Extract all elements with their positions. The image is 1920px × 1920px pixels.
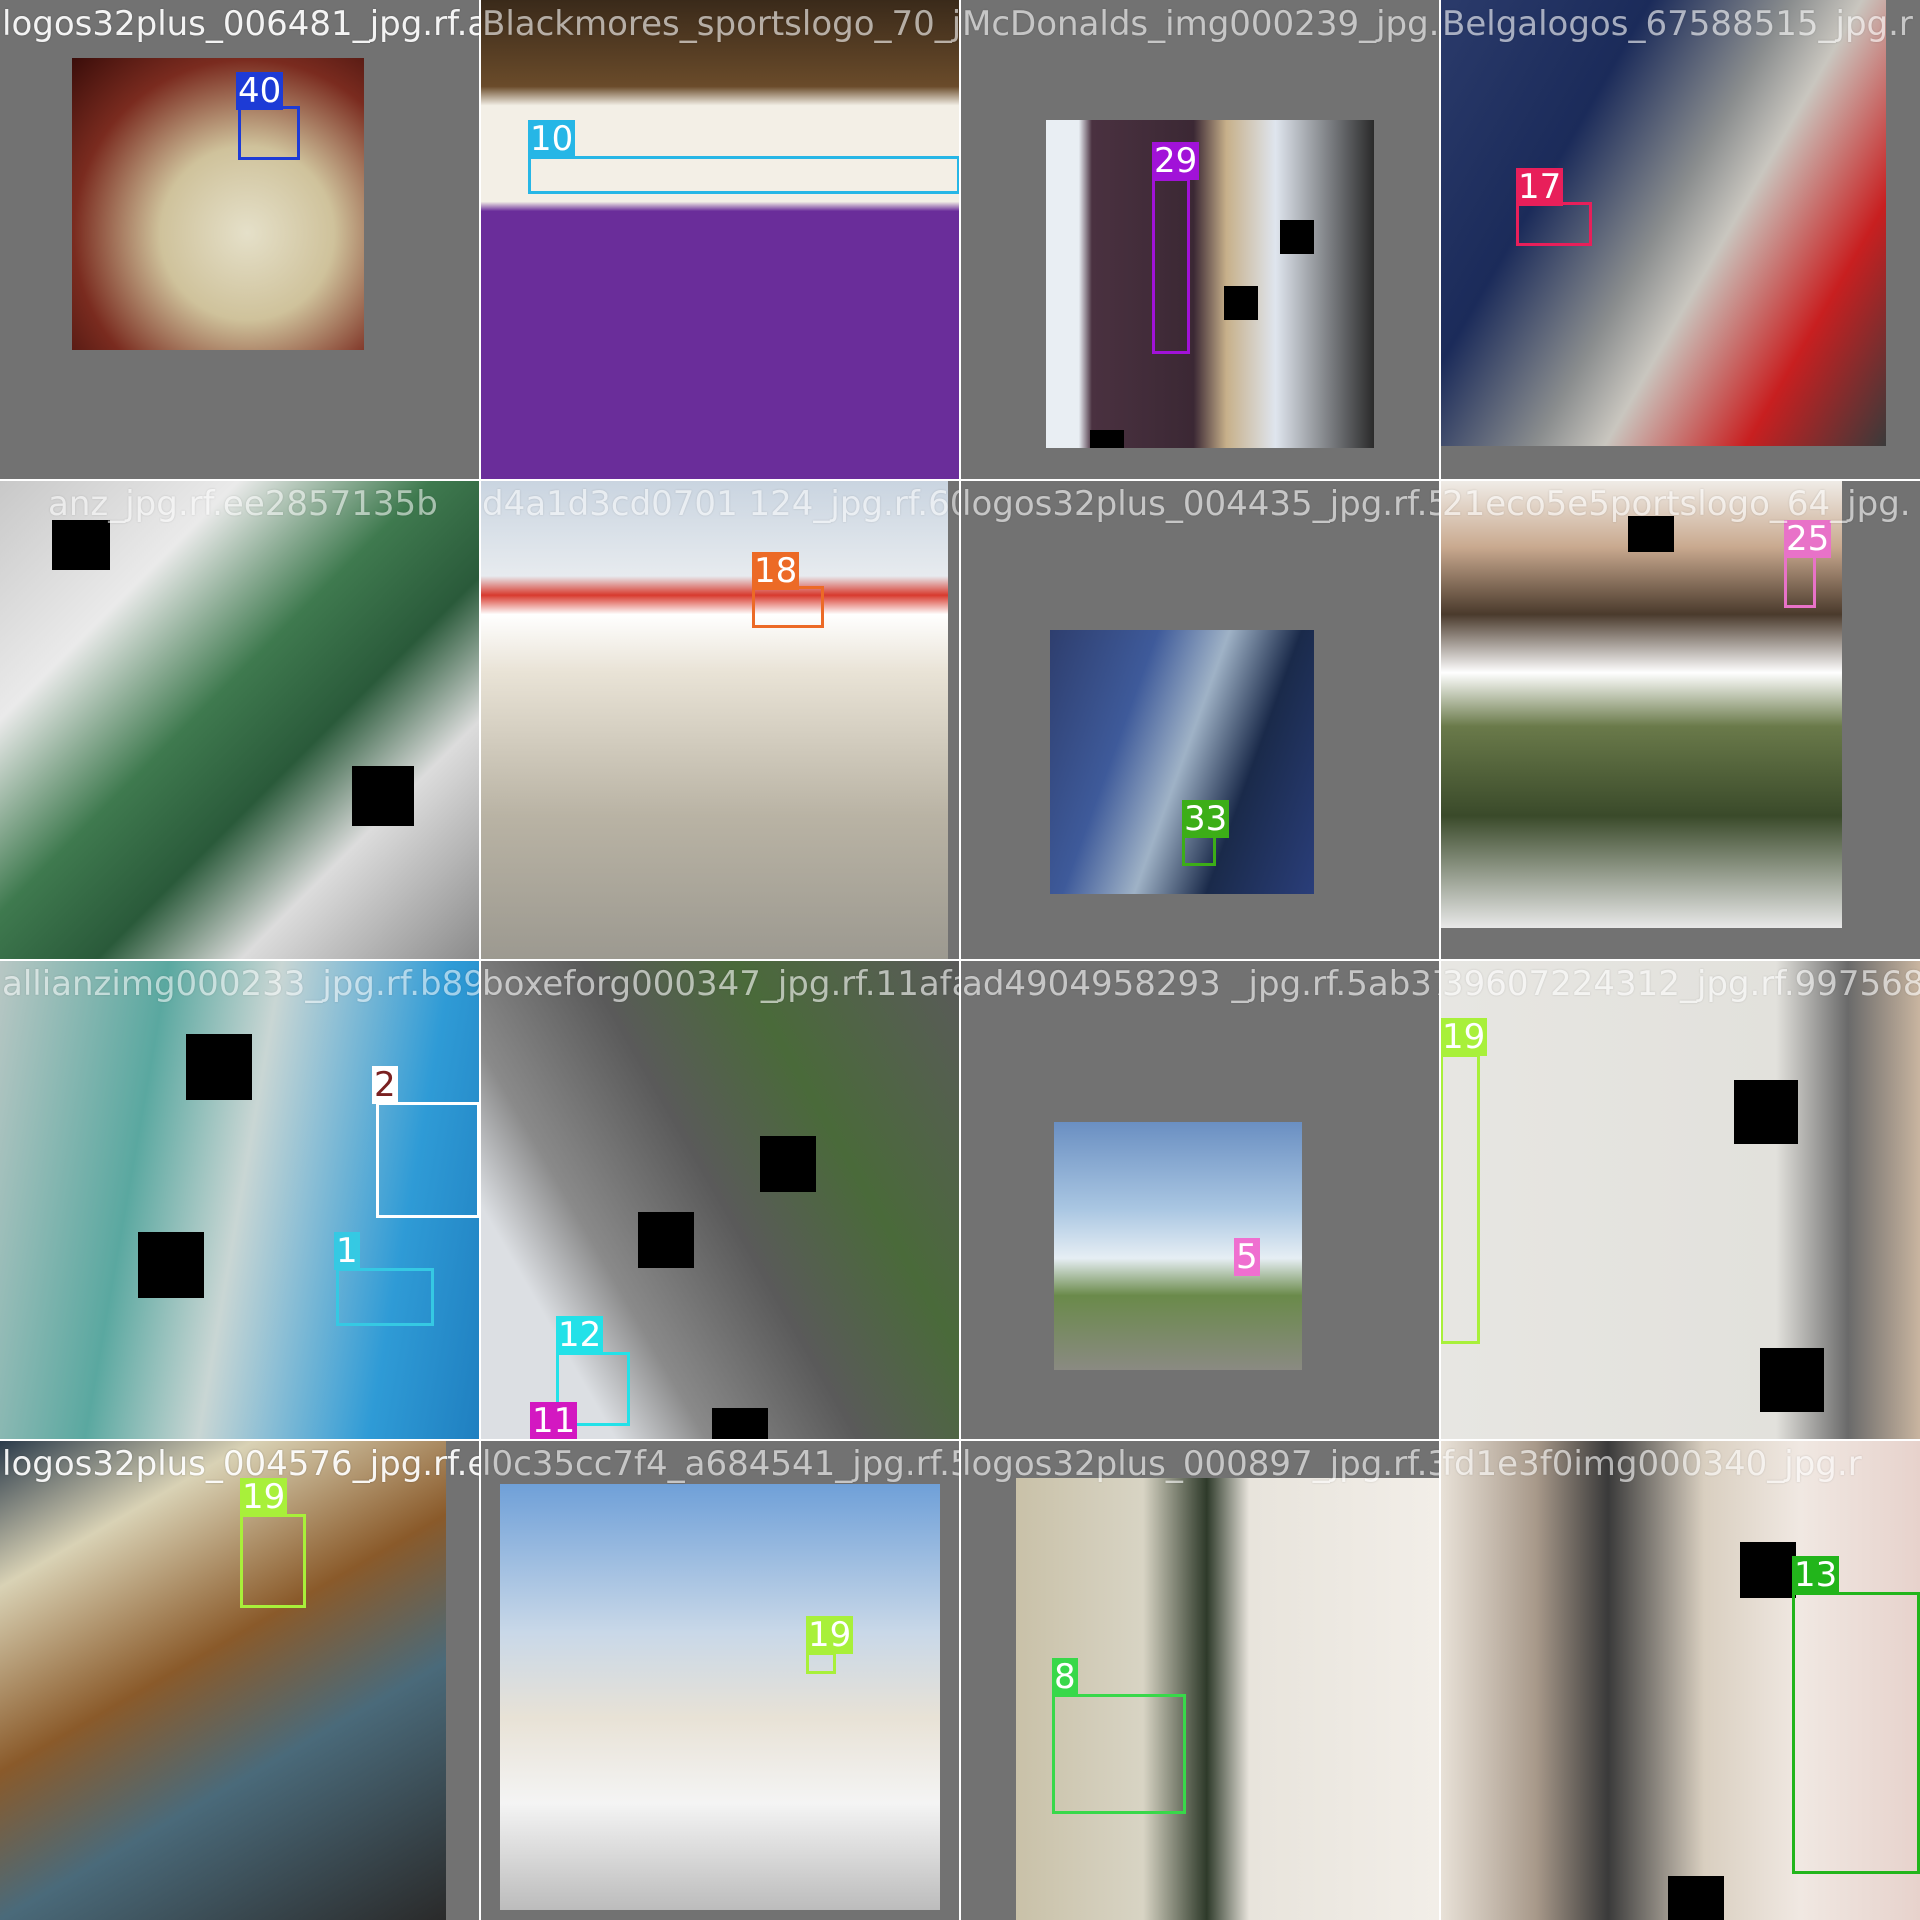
detection-label: 12	[556, 1315, 604, 1355]
tile-16: 13 fd1e3f0img000340_jpg.r	[1440, 1440, 1920, 1920]
mask	[1090, 430, 1124, 448]
detection-box	[376, 1102, 480, 1218]
detection-label: 40	[236, 71, 284, 111]
detection-box	[1792, 1592, 1920, 1874]
detection-label: 11	[530, 1401, 578, 1440]
file-name: anz_jpg.rf.ee2857135b	[48, 484, 438, 524]
tile-6: 18 d4a1d3cd0701 124_jpg.rf.60	[480, 480, 960, 960]
baby-bottle-photo	[1016, 1478, 1440, 1920]
grid-separator	[0, 479, 1920, 481]
mcdonalds-sign-photo	[1046, 120, 1374, 448]
tile-3: 29 McDonalds_img000239_jpg.rf.	[960, 0, 1440, 480]
detection-label: 33	[1182, 799, 1230, 839]
detection-label: 17	[1516, 167, 1564, 207]
street-building-photo	[480, 960, 960, 1440]
vitamin-box-photo	[480, 0, 960, 480]
mask	[1628, 516, 1674, 552]
tile-14: 19 l0c35cc7f4_a684541_jpg.rf.5	[480, 1440, 960, 1920]
file-name: McDonalds_img000239_jpg.rf.	[962, 4, 1440, 44]
tile-2: 10 Blackmores_sportslogo_70_jpg.rf.	[480, 0, 960, 480]
file-name: Belgalogos_67588515_jpg.r	[1442, 4, 1913, 44]
file-name: ad4904958293 _jpg.rf.5ab37	[962, 964, 1440, 1004]
detection-box	[528, 156, 960, 194]
mask	[638, 1212, 694, 1268]
tile-13: 19 logos32plus_004576_jpg.rf.e	[0, 1440, 480, 1920]
tile-8: 25 21eco5e5portslogo_64_jpg.	[1440, 480, 1920, 960]
mask	[1760, 1348, 1824, 1412]
detection-box	[1052, 1694, 1186, 1814]
detection-box	[336, 1268, 434, 1326]
detection-label: 2	[372, 1065, 398, 1105]
detection-box	[238, 106, 300, 160]
mask	[712, 1408, 768, 1440]
food-plate-photo	[72, 58, 364, 350]
file-name: d4a1d3cd0701 124_jpg.rf.60	[482, 484, 960, 524]
detection-label: 19	[806, 1615, 854, 1655]
file-name: logos32plus_006481_jpg.rf.a	[2, 4, 480, 44]
detection-box	[1152, 178, 1190, 354]
detection-label: 18	[752, 551, 800, 591]
mask	[760, 1136, 816, 1192]
mask	[1668, 1876, 1724, 1920]
soccer-players-photo	[1440, 0, 1886, 446]
detection-box	[752, 586, 824, 628]
gas-station-photo	[480, 480, 948, 960]
mask	[138, 1232, 204, 1298]
grid-separator	[0, 1439, 1920, 1441]
self-driving-car-photo	[500, 1484, 940, 1910]
mask	[186, 1034, 252, 1100]
tile-1: 40 logos32plus_006481_jpg.rf.a	[0, 0, 480, 480]
interior-wall-photo	[1440, 960, 1920, 1440]
detection-box	[806, 1652, 836, 1674]
detection-label: 13	[1792, 1555, 1840, 1595]
tile-11: 5 ad4904958293 _jpg.rf.5ab37	[960, 960, 1440, 1440]
detection-box	[1440, 1054, 1480, 1344]
detection-label: 19	[1440, 1017, 1488, 1057]
detection-label: 25	[1784, 519, 1832, 559]
detection-label: 5	[1234, 1237, 1260, 1277]
detection-box	[1784, 554, 1816, 608]
detection-box	[1516, 202, 1592, 246]
file-name: Blackmores_sportslogo_70_jpg.rf.	[482, 4, 960, 44]
tile-12: 19 39607224312_jpg.rf.9975680	[1440, 960, 1920, 1440]
file-name: allianzimg000233_jpg.rf.b89	[2, 964, 480, 1004]
mask	[1740, 1542, 1796, 1598]
file-name: 21eco5e5portslogo_64_jpg.	[1442, 484, 1911, 524]
sports-car-photo	[1054, 1122, 1302, 1370]
file-name: boxeforg000347_jpg.rf.11afa	[482, 964, 960, 1004]
tile-5: anz_jpg.rf.ee2857135b	[0, 480, 480, 960]
detection-label: 8	[1052, 1657, 1078, 1697]
file-name: logos32plus_004576_jpg.rf.e	[2, 1444, 480, 1484]
burger-king-interior-photo	[1440, 1440, 1920, 1920]
detection-box	[240, 1514, 306, 1608]
detection-label: 1	[334, 1231, 360, 1271]
mask	[52, 520, 110, 570]
detection-label: 29	[1152, 141, 1200, 181]
detection-label: 10	[528, 119, 576, 159]
file-name: 39607224312_jpg.rf.9975680	[1442, 964, 1920, 1004]
tile-9: 2 1 allianzimg000233_jpg.rf.b89	[0, 960, 480, 1440]
mask	[352, 766, 414, 826]
gardening-collage-photo	[1440, 480, 1842, 928]
file-name: logos32plus_004435_jpg.rf.532	[962, 484, 1440, 524]
file-name: l0c35cc7f4_a684541_jpg.rf.5	[482, 1444, 960, 1484]
tile-7: 33 logos32plus_004435_jpg.rf.532	[960, 480, 1440, 960]
mask	[1734, 1080, 1798, 1144]
detection-label: 19	[240, 1477, 288, 1517]
tile-10: 12 11 boxeforg000347_jpg.rf.11afa	[480, 960, 960, 1440]
google-building-photo	[0, 1440, 446, 1920]
file-name: fd1e3f0img000340_jpg.r	[1442, 1444, 1862, 1484]
tile-4: 17 Belgalogos_67588515_jpg.r	[1440, 0, 1920, 480]
grid-separator	[0, 959, 1920, 961]
tile-15: 8 logos32plus_000897_jpg.rf.3	[960, 1440, 1440, 1920]
file-name: logos32plus_000897_jpg.rf.3	[962, 1444, 1440, 1484]
mask	[1224, 286, 1258, 320]
mask	[1280, 220, 1314, 254]
